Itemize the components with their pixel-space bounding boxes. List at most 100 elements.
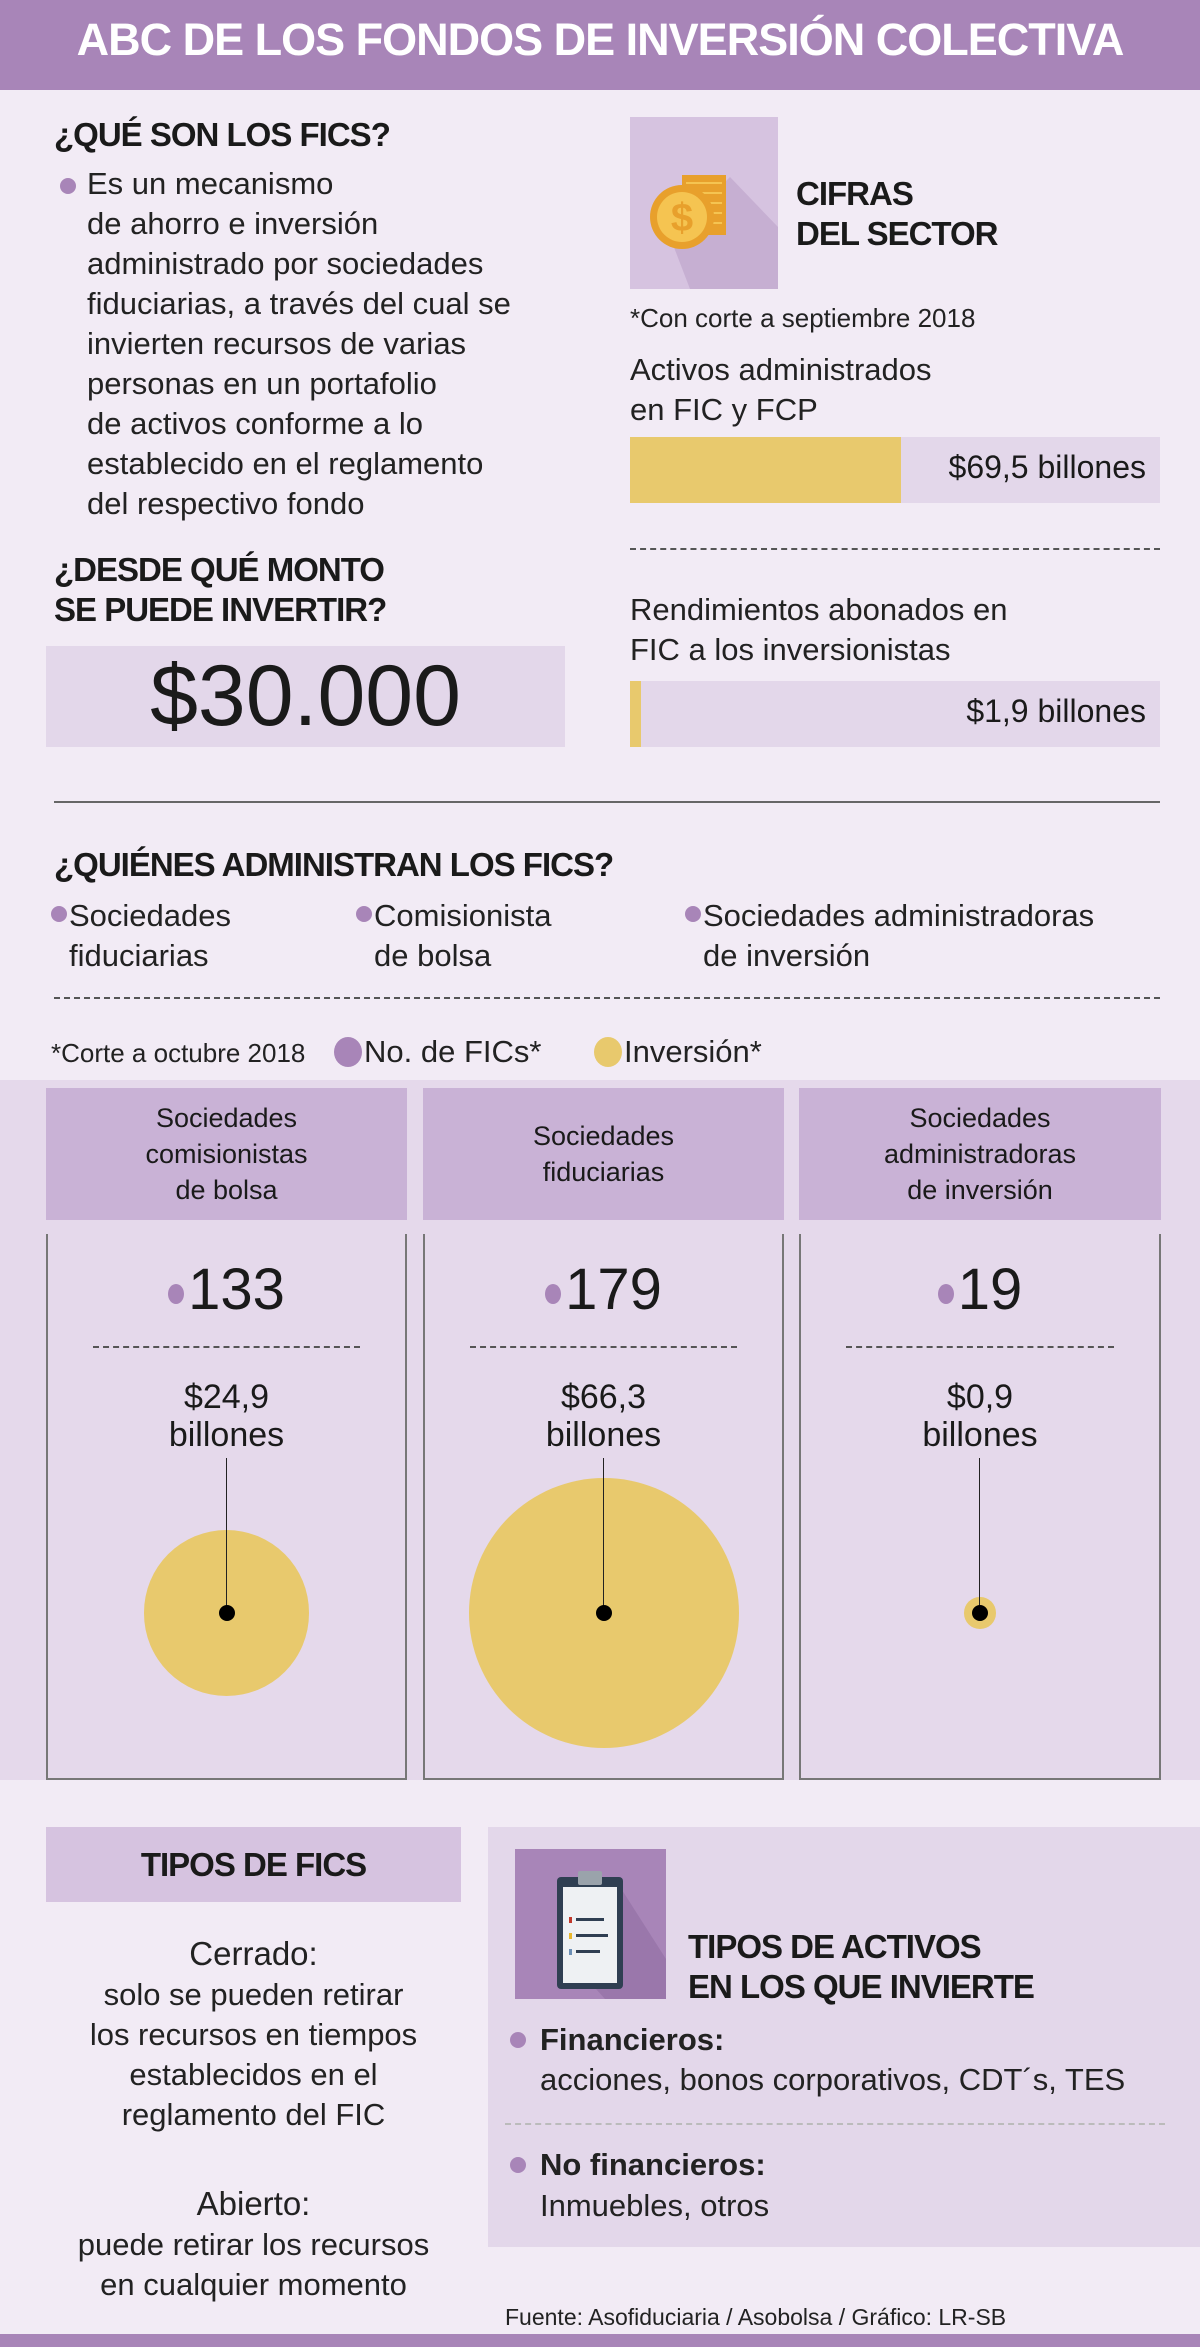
bubble-center-dot — [218, 1605, 235, 1621]
bubble-center-dot — [595, 1605, 612, 1621]
fic-type-line: en cualquier momento — [100, 2267, 407, 2302]
rendimientos-label: Rendimientos abonados en FIC a los inver… — [630, 590, 1007, 670]
bullet-icon — [60, 178, 76, 194]
body-line: establecido en el reglamento — [87, 446, 484, 481]
item-line: Sociedades — [69, 898, 232, 933]
fic-type: Abierto: puede retirar los recursos en cua… — [46, 2183, 461, 2305]
body-line: de activos conforme a lo — [87, 406, 424, 441]
fic-type-line: reglamento del FIC — [121, 2097, 386, 2132]
bullet-icon — [51, 906, 67, 922]
item-line: fiduciarias — [69, 938, 209, 973]
financieros-desc: acciones, bonos corporativos, CDT´s, TES — [540, 2062, 1126, 2097]
legend-investment-swatch — [594, 1037, 622, 1067]
investment-unit: billones — [168, 1416, 285, 1454]
header-line: Sociedades — [155, 1103, 298, 1133]
legend-note: *Corte a octubre 2018 — [51, 1038, 306, 1068]
divider — [846, 1346, 1114, 1348]
tipos-fics-heading: TIPOS DE FICS — [46, 1827, 461, 1902]
heading-line: CIFRAS — [796, 175, 914, 212]
que-son-text: Es un mecanismo de ahorro e inversión admi… — [87, 164, 511, 524]
fic-type-title: Abierto: — [196, 2185, 311, 2222]
activos-value: $69,5 billones — [948, 449, 1146, 485]
divider — [54, 997, 1160, 999]
bubble-center-dot — [972, 1605, 988, 1621]
financieros-title: Financieros: — [540, 2022, 725, 2057]
bullet-icon — [685, 906, 701, 922]
bullet-icon — [356, 906, 372, 922]
leader-line — [979, 1458, 980, 1613]
rendimientos-value: $1,9 billones — [966, 693, 1146, 729]
heading-line: ¿DESDE QUÉ MONTO — [54, 551, 385, 588]
fic-type: Cerrado: solo se pueden retirar los recurs… — [46, 1933, 461, 2135]
fic-type-line: puede retirar los recursos — [77, 2227, 430, 2262]
activos-label: Activos administrados en FIC y FCP — [630, 350, 932, 430]
source-note: Fuente: Asofiduciaria / Asobolsa / Gráfi… — [505, 2304, 1007, 2330]
column-body: 133 $24,9 billones — [46, 1234, 407, 1780]
activos-bar: $69,5 billones — [630, 437, 1160, 503]
column-body: 19 $0,9 billones — [799, 1234, 1161, 1780]
header-line: comisionistas — [145, 1139, 308, 1169]
activos-bar-fill — [630, 437, 901, 503]
body-line: personas en un portafolio — [87, 366, 437, 401]
rendimientos-bar: $1,9 billones — [630, 681, 1160, 747]
heading-line: DEL SECTOR — [796, 215, 998, 252]
body-line: fiduciarias, a través del cual se — [87, 286, 511, 321]
header-line: Sociedades — [909, 1103, 1051, 1133]
fic-count: 19 — [801, 1256, 1159, 1323]
no-financieros-desc: Inmuebles, otros — [540, 2188, 770, 2223]
quienes-item: Sociedades administradoras de inversión — [703, 896, 1094, 976]
count-dot-icon — [545, 1283, 562, 1304]
fic-type-line: solo se pueden retirar — [103, 1977, 404, 2012]
header-line: Sociedades — [532, 1121, 675, 1151]
legend-count-swatch — [334, 1037, 362, 1067]
header-line: fiduciarias — [542, 1157, 665, 1187]
column-body: 179 $66,3 billones — [423, 1234, 784, 1780]
quienes-item: Comisionista de bolsa — [374, 896, 551, 976]
cifras-heading: CIFRAS DEL SECTOR — [796, 174, 998, 254]
investment-value: $24,9 — [183, 1378, 270, 1416]
rendimientos-bar-fill — [630, 681, 641, 747]
divider — [470, 1346, 737, 1348]
count-value: 133 — [188, 1257, 285, 1322]
investment-label: $66,3 billones — [425, 1378, 782, 1454]
label-line: Activos administrados — [630, 352, 932, 387]
body-line: del respectivo fondo — [87, 486, 365, 521]
quienes-item: Sociedades fiduciarias — [69, 896, 231, 976]
no-financieros-title: No financieros: — [540, 2147, 766, 2182]
footer-bar — [0, 2334, 1200, 2347]
heading-line: EN LOS QUE INVIERTE — [688, 1968, 1035, 2005]
monto-box: $30.000 — [46, 646, 565, 747]
clipboard-list-icon — [515, 1849, 666, 1999]
divider — [93, 1346, 360, 1348]
divider — [505, 2123, 1165, 2125]
body-line: Es un mecanismo — [87, 166, 334, 201]
fic-count: 133 — [48, 1256, 405, 1323]
column-header: Sociedades fiduciarias — [423, 1088, 784, 1220]
header-line: administradoras — [883, 1139, 1077, 1169]
fic-type-line: establecidos en el — [129, 2057, 378, 2092]
monto-heading: ¿DESDE QUÉ MONTO SE PUEDE INVERTIR? — [54, 550, 387, 630]
que-son-heading: ¿QUÉ SON LOS FICS? — [54, 116, 391, 153]
item-line: Sociedades administradoras — [703, 898, 1095, 933]
investment-value: $66,3 — [560, 1378, 647, 1416]
fic-count: 179 — [425, 1256, 782, 1323]
body-line: administrado por sociedades — [87, 246, 484, 281]
label-line: en FIC y FCP — [630, 392, 818, 427]
investment-unit: billones — [922, 1416, 1038, 1454]
cifras-note: *Con corte a septiembre 2018 — [630, 303, 976, 333]
header-line: de bolsa — [175, 1175, 278, 1205]
divider — [630, 548, 1160, 550]
title-bar: ABC DE LOS FONDOS DE INVERSIÓN COLECTIVA — [0, 0, 1200, 90]
label-line: Rendimientos abonados en — [630, 592, 1008, 627]
body-line: invierten recursos de varias — [87, 326, 467, 361]
tipos-activos-heading: TIPOS DE ACTIVOS EN LOS QUE INVIERTE — [688, 1927, 1035, 2007]
legend-investment-label: Inversión* — [624, 1034, 762, 1069]
label-line: FIC a los inversionistas — [630, 632, 951, 667]
bullet-icon — [510, 2032, 526, 2048]
fic-type-line: los recursos en tiempos — [89, 2017, 418, 2052]
investment-label: $0,9 billones — [801, 1378, 1159, 1454]
divider — [54, 801, 1160, 803]
header-line: de inversión — [907, 1175, 1053, 1205]
heading-line: TIPOS DE ACTIVOS — [688, 1928, 982, 1965]
